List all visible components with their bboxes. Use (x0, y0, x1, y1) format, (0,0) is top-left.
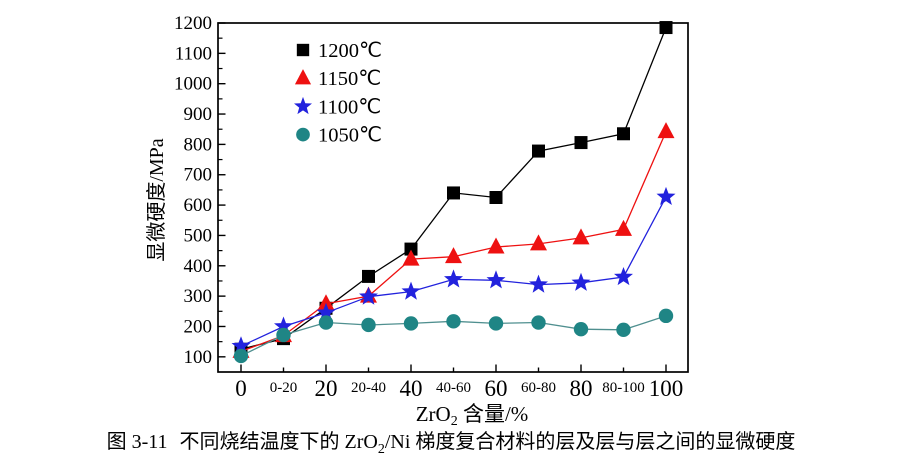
data-point-circle (361, 317, 376, 333)
y-tick-label: 1200 (174, 13, 212, 34)
chart-generated: 1002003004005006007008009001000110012000… (174, 13, 689, 401)
data-point-star (529, 274, 548, 293)
data-point-square (574, 136, 588, 150)
data-point-square (532, 144, 545, 158)
x-axis-title-sub: 2 (451, 414, 458, 429)
y-tick-label: 700 (184, 165, 213, 186)
data-point-star (486, 270, 506, 289)
data-point-star (401, 281, 421, 300)
figure-caption: 图 3-11 不同烧结温度下的 ZrO2/Ni 梯度复合材料的层及层与层之间的显微… (0, 429, 902, 463)
data-point-star (656, 186, 676, 205)
x-tick-label: 60 (485, 376, 508, 401)
caption-figure-number: 图 3-11 (106, 431, 168, 453)
x-axis-title: ZrO2 含量/% (416, 402, 529, 429)
data-point-triangle (487, 237, 505, 254)
x-tick-label: 20-40 (351, 380, 386, 396)
y-tick-label: 800 (184, 134, 213, 155)
chart-canvas: 1002003004005006007008009001000110012000… (145, 13, 689, 429)
y-tick-label: 1000 (174, 74, 212, 95)
legend-square-icon (296, 43, 310, 57)
data-point-star (231, 336, 251, 355)
data-point-square (362, 269, 375, 283)
data-point-circle (233, 348, 249, 364)
legend-label: 1150℃ (318, 68, 381, 90)
data-point-square (489, 191, 503, 204)
legend-star-icon (294, 96, 312, 115)
data-point-circle (276, 327, 291, 343)
legend-label: 1100℃ (318, 96, 381, 118)
x-tick-label: 80-100 (602, 380, 645, 396)
data-point-star (444, 269, 463, 288)
data-point-triangle (530, 234, 547, 251)
y-tick-label: 300 (184, 286, 213, 307)
x-tick-label: 100 (649, 376, 684, 401)
x-tick-label: 0 (235, 376, 247, 401)
y-axis-title: 显微硬度/MPa (145, 138, 168, 261)
caption-text-pre: 不同烧结温度下的 ZrO (179, 431, 378, 453)
x-axis-title-post: 含量/% (458, 402, 529, 426)
data-point-triangle (615, 219, 632, 236)
y-tick-label: 400 (184, 256, 213, 277)
legend-label: 1050℃ (318, 125, 382, 147)
data-point-square (404, 242, 418, 256)
data-point-square (617, 127, 630, 141)
y-tick-label: 200 (184, 316, 213, 337)
x-tick-label: 40-60 (436, 380, 471, 396)
data-point-star (571, 272, 591, 291)
data-point-circle (488, 316, 504, 331)
data-point-square (659, 21, 673, 35)
legend-label: 1200℃ (318, 40, 382, 62)
legend-triangle-icon (294, 69, 312, 85)
data-point-circle (616, 322, 631, 338)
y-tick-label: 100 (184, 347, 213, 368)
data-point-circle (573, 322, 589, 337)
x-tick-label: 40 (400, 376, 423, 401)
caption-text-post: /Ni 梯度复合材料的层及层与层之间的显微硬度 (384, 431, 796, 453)
data-point-circle (531, 315, 546, 330)
data-point-circle (658, 308, 674, 324)
data-point-circle (446, 314, 461, 329)
data-point-star (316, 302, 336, 321)
y-tick-label: 600 (184, 195, 213, 216)
x-tick-label: 60-80 (521, 380, 556, 396)
data-point-star (274, 316, 293, 335)
x-tick-label: 0-20 (270, 380, 298, 396)
data-point-triangle (317, 294, 335, 311)
y-tick-label: 500 (184, 225, 213, 246)
legend-circle-icon (296, 127, 310, 142)
y-tick-label: 900 (184, 104, 213, 125)
data-point-triangle (657, 122, 675, 139)
x-axis-title-pre: ZrO (416, 402, 451, 426)
data-point-triangle (445, 247, 462, 264)
y-tick-label: 1100 (175, 43, 212, 64)
data-point-star (614, 267, 633, 286)
x-tick-label: 80 (570, 376, 593, 401)
data-point-triangle (572, 228, 590, 245)
caption-subscript: 2 (377, 442, 385, 457)
x-tick-label: 20 (315, 376, 338, 401)
data-point-circle (403, 316, 419, 331)
data-point-circle (318, 315, 334, 330)
data-point-star (359, 286, 378, 305)
data-point-triangle (402, 249, 420, 266)
data-point-square (447, 186, 460, 200)
